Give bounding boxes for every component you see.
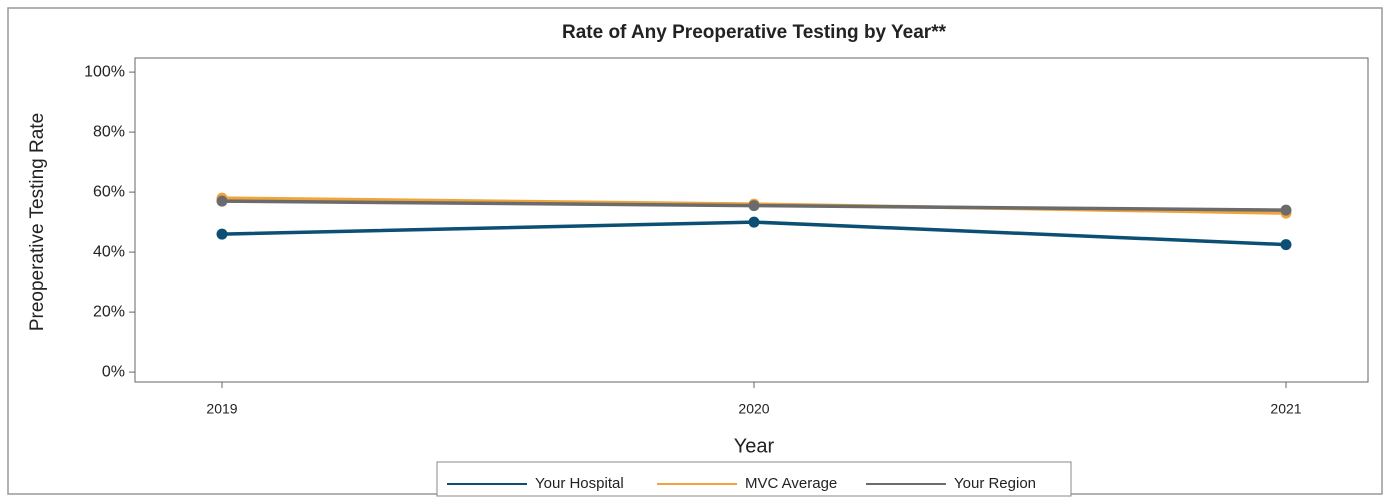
series-point xyxy=(748,200,760,212)
y-tick-label: 80% xyxy=(93,123,125,140)
y-tick-label: 0% xyxy=(102,363,125,380)
x-tick-label: 2021 xyxy=(1270,401,1301,417)
series-point xyxy=(216,195,228,207)
y-tick-label: 20% xyxy=(93,303,125,320)
series-point xyxy=(1280,239,1292,251)
series-point xyxy=(1280,204,1292,216)
y-axis-label: Preoperative Testing Rate xyxy=(27,113,48,331)
y-tick-label: 60% xyxy=(93,183,125,200)
x-tick-label: 2019 xyxy=(206,401,237,417)
x-axis-label: Year xyxy=(734,435,775,457)
series-point xyxy=(216,228,228,240)
plot-frame xyxy=(134,57,1369,383)
y-tick-label: 40% xyxy=(93,243,125,260)
legend-label: Your Region xyxy=(954,475,1036,492)
legend-frame xyxy=(436,461,1072,497)
legend-label: MVC Average xyxy=(745,475,837,492)
outer-frame xyxy=(7,7,1383,495)
x-tick-label: 2020 xyxy=(738,401,769,417)
chart-title: Rate of Any Preoperative Testing by Year… xyxy=(562,22,947,43)
y-tick-label: 100% xyxy=(84,63,125,80)
legend-label: Your Hospital xyxy=(535,475,624,492)
series-point xyxy=(748,216,760,228)
